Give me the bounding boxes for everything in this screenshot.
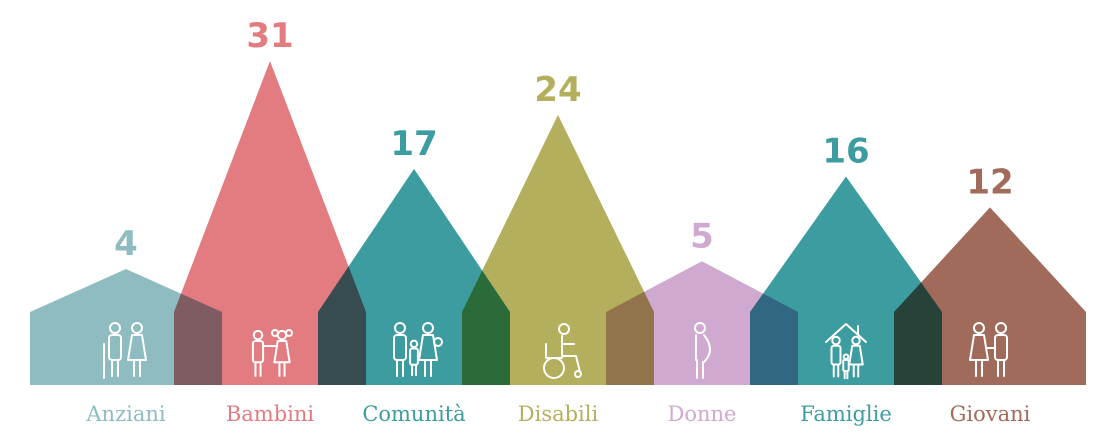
family-house-icon [825,323,867,380]
children-icon [251,329,293,377]
young-couple-icon [969,322,1008,377]
value-label: 17 [390,124,437,164]
value-label: 4 [114,224,138,264]
value-label: 24 [534,70,581,110]
wheelchair-icon [543,323,582,379]
category-label: Bambini [226,402,315,426]
value-label: 31 [246,16,293,56]
value-labels: 4 31 17 24 5 16 12 [114,16,1014,264]
category-label: Donne [668,402,737,426]
category-label: Comunità [362,402,465,426]
value-label: 5 [690,216,714,256]
category-label: Famiglie [800,402,892,426]
pregnant-woman-icon [694,322,711,379]
value-label: 12 [966,162,1013,202]
house-shapes [30,61,1086,385]
community-icon [393,322,443,377]
value-label: 16 [822,132,869,172]
category-labels: Anziani Bambini Comunità Disabili Donne Famig… [85,402,1030,426]
house-shape-bambini [174,61,366,385]
category-label: Anziani [85,402,166,426]
category-icons [103,322,1008,380]
category-label: Disabili [518,402,599,426]
elderly-couple-icon [103,322,147,379]
category-label: Giovani [950,402,1031,426]
house-shape-giovani [894,207,1086,385]
